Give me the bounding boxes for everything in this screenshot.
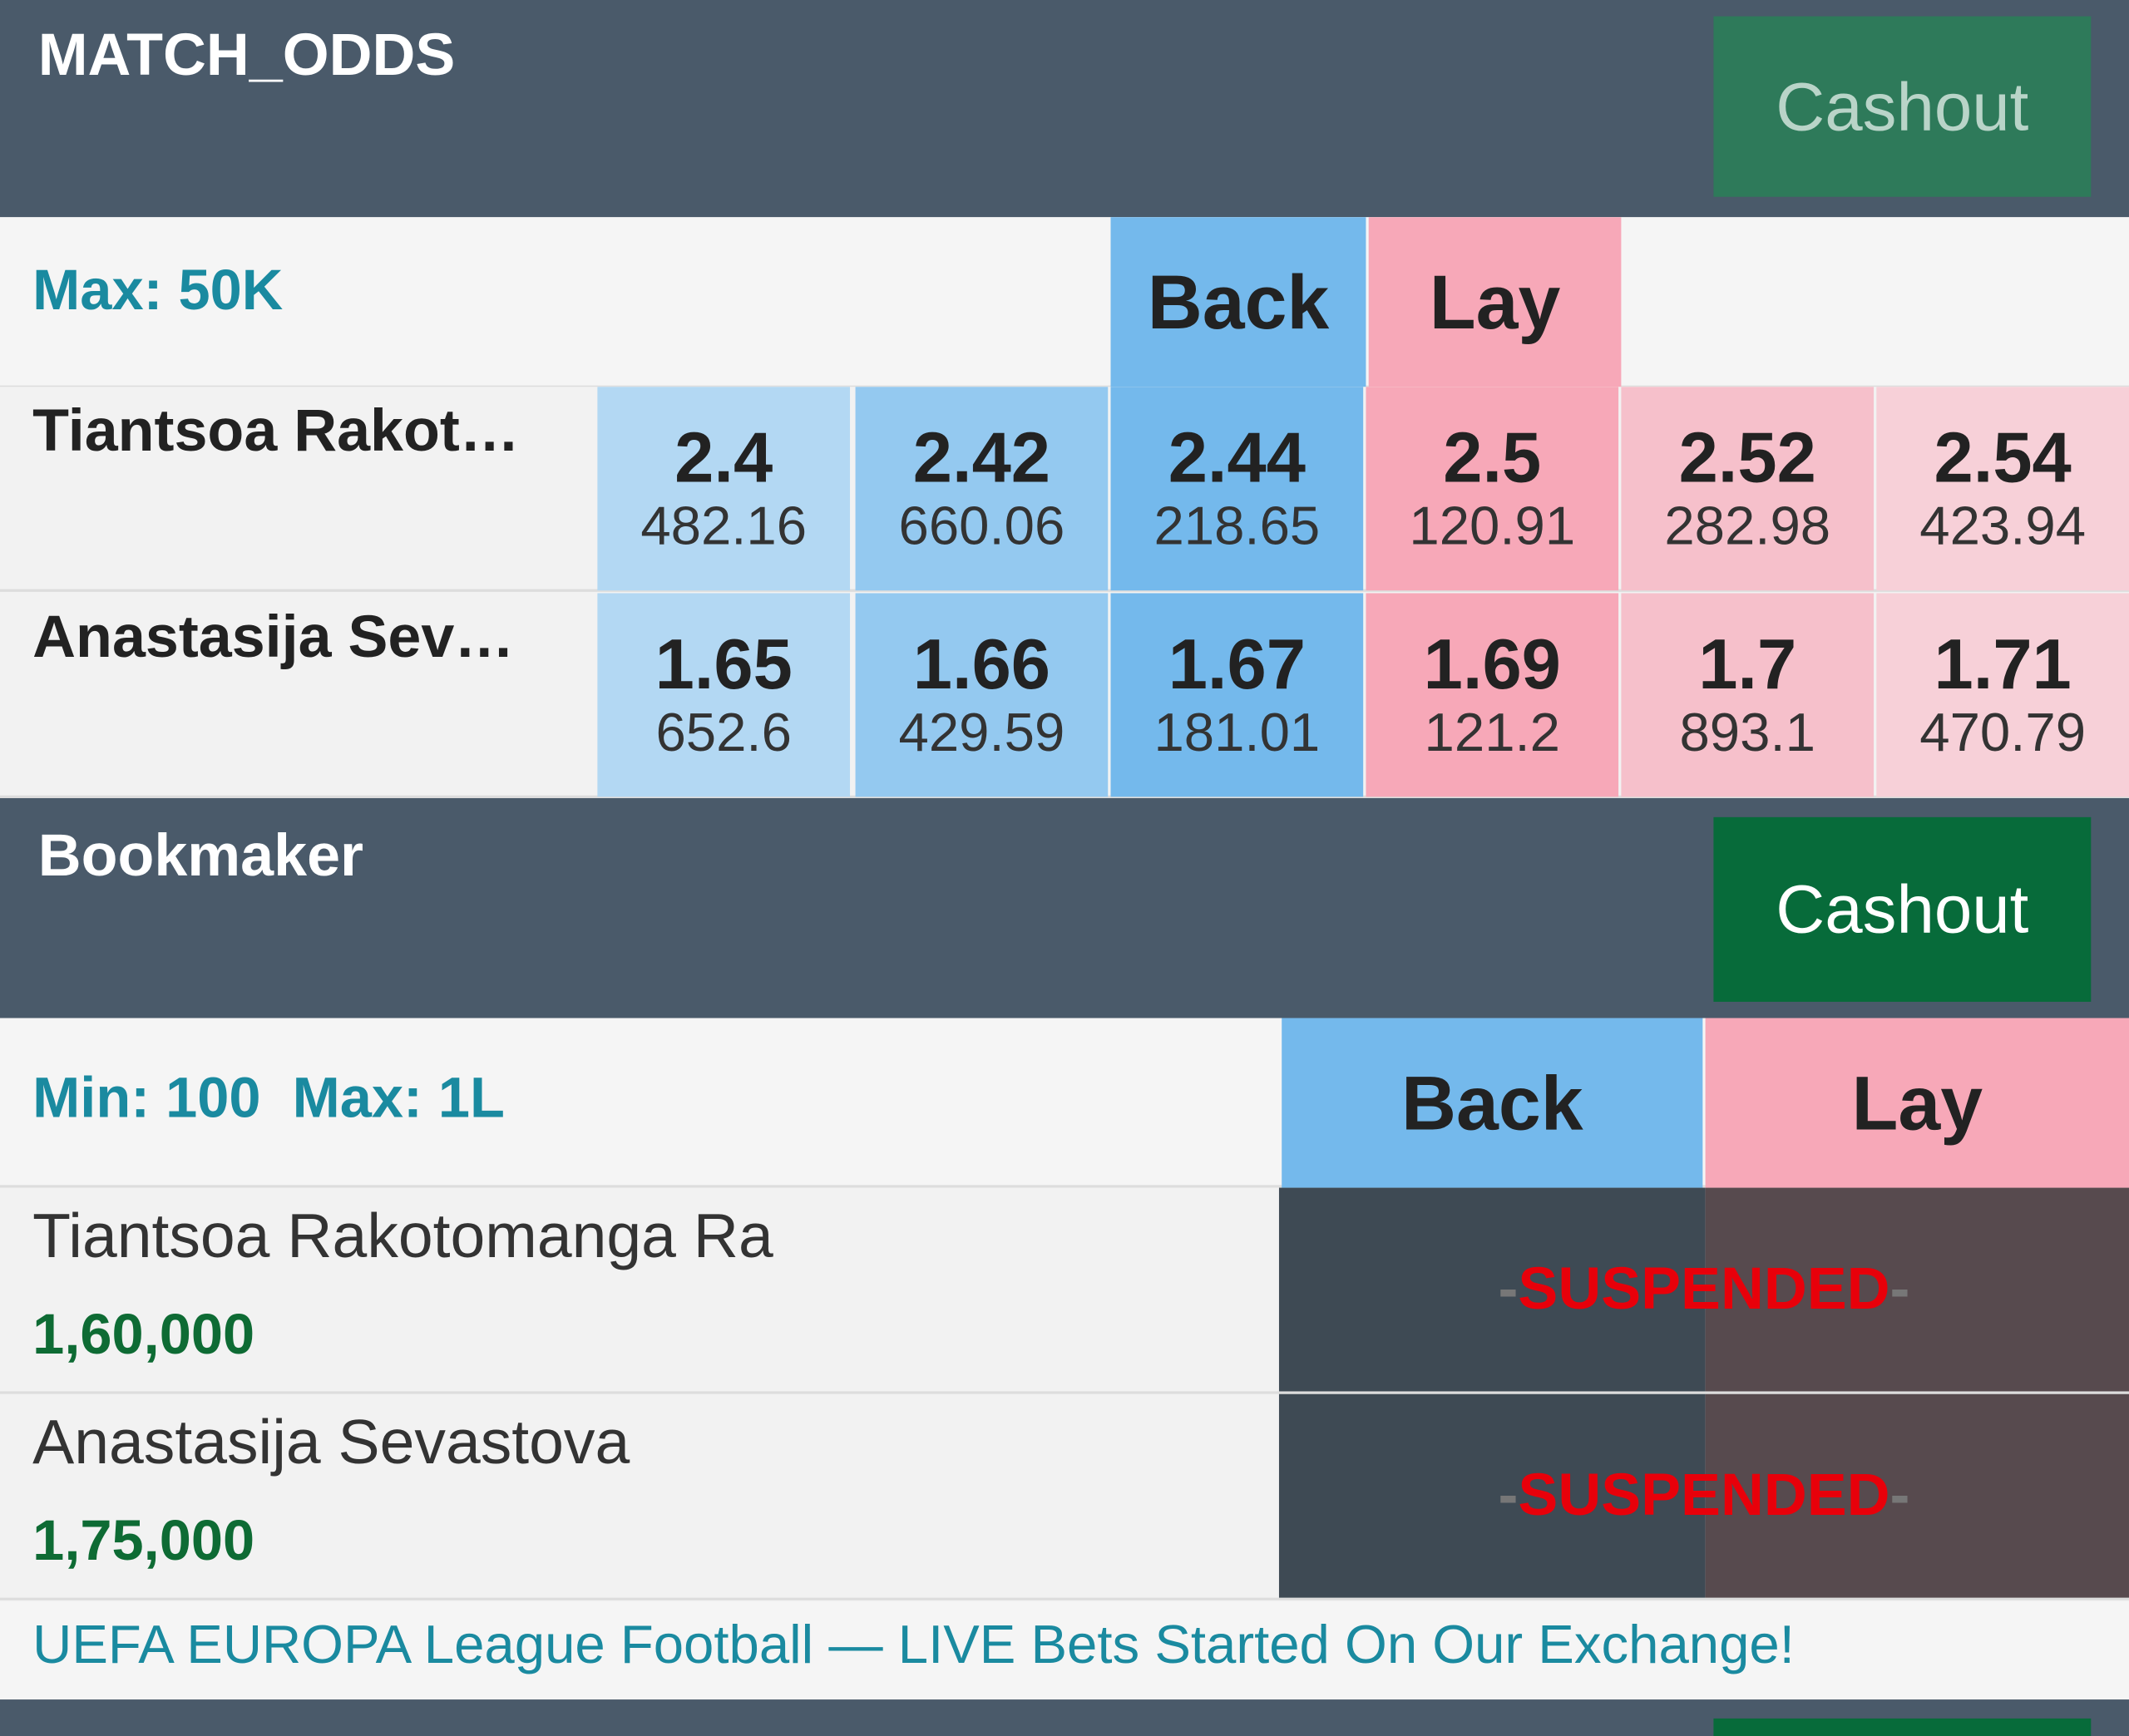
odds-price: 1.67: [1168, 625, 1306, 705]
runner-amount: 1,60,000: [32, 1301, 255, 1366]
next-cashout[interactable]: [1713, 1718, 2092, 1736]
lay-header: Lay: [1368, 217, 1622, 387]
odds-cell[interactable]: 2.44 218.65: [1110, 387, 1364, 591]
lay-header: Lay: [1705, 1018, 2129, 1188]
suspended-label: SUSPENDED: [1518, 1255, 1890, 1323]
back-header: Back: [1282, 1018, 1703, 1188]
odds-price: 2.5: [1443, 419, 1542, 499]
suspended-box: - SUSPENDED -: [1498, 1255, 1910, 1323]
suspended-lay: [1705, 1187, 2129, 1392]
odds-size: 652.6: [655, 703, 792, 763]
market-title: MATCH_ODDS: [37, 22, 456, 89]
runner-amount: 1,75,000: [32, 1507, 255, 1572]
odds-size: 482.16: [640, 496, 808, 557]
odds-cell[interactable]: 2.4 482.16: [597, 387, 851, 591]
odds-price: 2.52: [1678, 419, 1816, 499]
odds-size: 181.01: [1153, 703, 1321, 763]
runner-name: Anastasija Sev…: [32, 604, 515, 671]
suspended-back: [1278, 1393, 1706, 1598]
odds-size: 429.59: [898, 703, 1065, 763]
odds-price: 2.44: [1168, 419, 1306, 499]
odds-size: 121.2: [1424, 703, 1560, 763]
odds-size: 660.06: [898, 496, 1065, 557]
limits: Max: 50K: [32, 258, 284, 322]
odds-price: 2.54: [1934, 419, 2072, 499]
odds-cell[interactable]: 2.54 423.94: [1876, 387, 2129, 591]
odds-cell[interactable]: 2.5 120.91: [1366, 387, 1619, 591]
odds-price: 1.7: [1698, 625, 1797, 705]
market-title: Bookmaker: [37, 822, 364, 890]
odds-size: 120.91: [1409, 496, 1576, 557]
limits-row: [0, 217, 2129, 387]
suspended-box: - SUSPENDED -: [1498, 1462, 1910, 1529]
odds-cell[interactable]: 1.71 470.79: [1876, 593, 2129, 797]
cashout-button[interactable]: Cashout: [1713, 16, 2092, 197]
limits: Min: 100 Max: 1L: [32, 1065, 505, 1130]
back-header: Back: [1110, 217, 1366, 387]
odds-price: 1.71: [1934, 625, 2072, 705]
odds-size: 282.98: [1664, 496, 1831, 557]
suspended-lay: [1705, 1393, 2129, 1598]
cashout-button[interactable]: Cashout: [1713, 816, 2092, 1002]
odds-cell[interactable]: 1.66 429.59: [855, 593, 1109, 797]
news-text: UEFA EUROPA League Football — LIVE Bets …: [32, 1615, 1795, 1675]
odds-cell[interactable]: 1.67 181.01: [1110, 593, 1364, 797]
odds-price: 1.66: [912, 625, 1051, 705]
suspended-back: [1278, 1187, 1706, 1392]
suspended-label: SUSPENDED: [1518, 1462, 1890, 1529]
odds-cell[interactable]: 1.69 121.2: [1366, 593, 1619, 797]
odds-size: 470.79: [1919, 703, 2087, 763]
odds-size: 218.65: [1153, 496, 1321, 557]
odds-size: 423.94: [1919, 496, 2087, 557]
odds-price: 2.4: [674, 419, 773, 499]
odds-cell[interactable]: 1.7 893.1: [1621, 593, 1875, 797]
odds-cell[interactable]: 2.42 660.06: [855, 387, 1109, 591]
odds-size: 893.1: [1679, 703, 1815, 763]
odds-cell[interactable]: 2.52 282.98: [1621, 387, 1875, 591]
runner-name: Anastasija Sevastova: [32, 1406, 630, 1477]
odds-cell[interactable]: 1.65 652.6: [597, 593, 851, 797]
news-ticker: [0, 1601, 2129, 1700]
runner-name: Tiantsoa Rakot…: [32, 397, 520, 465]
odds-price: 2.42: [912, 419, 1051, 499]
odds-price: 1.69: [1423, 625, 1561, 705]
runner-name: Tiantsoa Rakotomanga Ra: [32, 1200, 773, 1271]
odds-price: 1.65: [655, 625, 793, 705]
